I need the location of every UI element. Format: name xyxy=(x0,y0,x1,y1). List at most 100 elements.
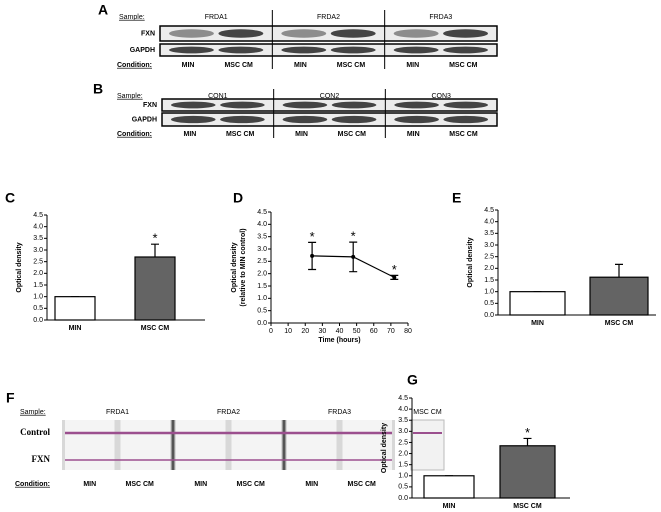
y-tick-label: 4.0 xyxy=(398,406,408,413)
y-axis-label: (relative to MIN control) xyxy=(240,228,247,306)
panel-letter: C xyxy=(5,190,15,206)
sample-name: FRDA3 xyxy=(328,409,351,416)
y-tick-label: 2.5 xyxy=(257,258,267,265)
condition-name: MSC CM xyxy=(348,481,377,488)
condition-name: MIN xyxy=(294,62,307,69)
sample-name: CON2 xyxy=(320,93,340,100)
condition-name: MIN xyxy=(194,481,207,488)
y-tick-label: 2.5 xyxy=(33,259,43,266)
blot-band xyxy=(281,29,327,38)
strip xyxy=(176,420,226,470)
condition-name: MIN xyxy=(305,481,318,488)
significance: * xyxy=(310,229,315,244)
sample-label: Sample: xyxy=(119,14,145,21)
divider xyxy=(282,420,286,470)
y-tick-label: 3.0 xyxy=(33,247,43,254)
y-tick-label: 0.5 xyxy=(398,484,408,491)
y-tick-label: 3.5 xyxy=(257,234,267,241)
condition-name: MIN xyxy=(183,131,196,138)
y-tick-label: 4.0 xyxy=(484,219,494,226)
sample-name: FRDA2 xyxy=(317,14,340,21)
x-tick-label: 30 xyxy=(318,328,326,335)
y-tick-label: 4.5 xyxy=(257,209,267,216)
y-tick-label: 3.5 xyxy=(398,417,408,424)
blot-band xyxy=(218,29,264,38)
error-bar xyxy=(615,263,623,278)
blot-band xyxy=(220,101,265,109)
bar xyxy=(54,296,96,321)
x-tick-label: 80 xyxy=(404,328,412,335)
y-tick-label: 3.0 xyxy=(257,246,267,253)
blot-band xyxy=(393,29,439,38)
condition-name: MSC CM xyxy=(449,131,478,138)
error-bar xyxy=(151,243,159,257)
significance: * xyxy=(392,262,397,277)
x-tick-label: MIN xyxy=(69,325,82,332)
point xyxy=(351,254,356,259)
y-tick-label: 0.5 xyxy=(257,308,267,315)
y-tick-label: 0.5 xyxy=(484,300,494,307)
bar xyxy=(134,256,176,321)
y-tick-label: 2.0 xyxy=(257,271,267,278)
y-tick-label: 1.5 xyxy=(33,282,43,289)
blot-band xyxy=(282,115,328,124)
strip xyxy=(65,420,115,470)
y-tick-label: 0.0 xyxy=(484,312,494,319)
sample-name: CON1 xyxy=(208,93,228,100)
x-tick-label: 60 xyxy=(370,328,378,335)
y-tick-label: 4.0 xyxy=(33,224,43,231)
y-tick-label: 4.5 xyxy=(398,395,408,402)
x-tick-label: MSC CM xyxy=(141,325,170,332)
row-label: GAPDH xyxy=(132,116,157,123)
blot-band xyxy=(443,46,489,54)
blot-band xyxy=(443,115,489,124)
condition-name: MSC CM xyxy=(237,481,266,488)
y-tick-label: 3.5 xyxy=(484,230,494,237)
blot-band xyxy=(170,115,216,124)
condition-name: MIN xyxy=(406,62,419,69)
blot-band xyxy=(393,46,439,54)
panel-letter: B xyxy=(93,81,103,97)
x-tick-label: MSC CM xyxy=(605,320,634,327)
y-axis-label: Optical density xyxy=(16,242,23,292)
x-tick-label: MSC CM xyxy=(513,503,542,510)
condition-name: MSC CM xyxy=(224,62,253,69)
sample-name: FRDA2 xyxy=(217,409,240,416)
x-tick-label: 20 xyxy=(301,328,309,335)
x-tick-label: MIN xyxy=(443,503,456,510)
condition-name: MSC CM xyxy=(338,131,367,138)
row-label: FXN xyxy=(143,102,157,109)
blot-band xyxy=(394,101,439,109)
blot-band xyxy=(330,29,376,38)
blot-band xyxy=(220,115,265,124)
x-tick-label: 50 xyxy=(353,328,361,335)
blot-band xyxy=(168,46,214,54)
row-label: FXN xyxy=(32,454,51,464)
blot-band xyxy=(394,115,439,124)
condition-label: Condition: xyxy=(117,131,152,138)
bar xyxy=(589,276,649,316)
y-tick-label: 2.5 xyxy=(398,439,408,446)
x-tick-label: 0 xyxy=(269,328,273,335)
panel-letter: G xyxy=(407,372,418,388)
y-axis-label: Optical density xyxy=(381,423,388,473)
y-tick-label: 1.5 xyxy=(398,462,408,469)
y-tick-label: 4.0 xyxy=(257,221,267,228)
condition-label: Condition: xyxy=(15,481,50,488)
blot-band xyxy=(330,46,376,54)
y-tick-label: 2.0 xyxy=(484,265,494,272)
panel-letter: F xyxy=(6,390,15,406)
panel-letter: D xyxy=(233,190,243,206)
y-tick-label: 1.0 xyxy=(398,473,408,480)
condition-name: MSC CM xyxy=(449,62,478,69)
y-tick-label: 1.5 xyxy=(257,283,267,290)
panel-letter: A xyxy=(98,2,108,18)
y-tick-label: 2.5 xyxy=(484,254,494,261)
row-label: GAPDH xyxy=(130,47,155,54)
sample-label: Sample: xyxy=(20,409,46,416)
y-tick-label: 4.5 xyxy=(33,212,43,219)
y-tick-label: 1.0 xyxy=(484,289,494,296)
y-tick-label: 2.0 xyxy=(398,450,408,457)
y-axis-label: Optical density xyxy=(231,242,238,292)
blot-band xyxy=(331,115,377,124)
